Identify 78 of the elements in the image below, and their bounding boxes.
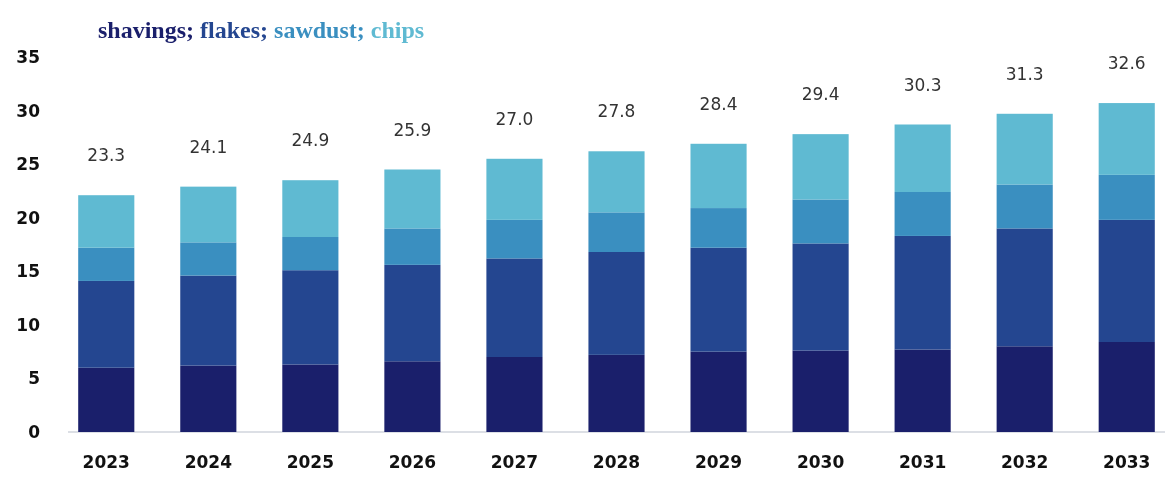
bar	[996, 346, 1053, 432]
bar	[996, 113, 1053, 185]
y-tick-label: 35	[16, 46, 40, 67]
bar	[384, 264, 441, 362]
x-tick-label: 2025	[286, 452, 335, 472]
bar	[180, 242, 237, 276]
bar	[690, 208, 747, 248]
bar	[792, 243, 849, 351]
bar	[588, 354, 645, 432]
bar	[792, 350, 849, 432]
y-tick-label: 20	[16, 207, 41, 228]
bar	[486, 258, 543, 357]
bar	[690, 247, 747, 352]
bar	[78, 367, 135, 432]
text: shavings;	[98, 17, 195, 43]
bar	[486, 219, 543, 259]
x-tick-label: 2031	[898, 452, 947, 472]
bar	[180, 365, 237, 432]
bar	[996, 228, 1053, 347]
text: chips	[364, 17, 425, 43]
bar	[384, 228, 441, 265]
bar	[792, 134, 849, 200]
annotation: 24.1	[189, 136, 228, 157]
bar	[180, 186, 237, 243]
bar	[894, 124, 951, 192]
bar	[894, 235, 951, 350]
x-tick-label: 2030	[796, 452, 845, 472]
bar	[282, 237, 339, 271]
bar	[486, 357, 543, 432]
annotation: 27.0	[495, 108, 534, 129]
bar	[384, 169, 441, 229]
bar	[282, 270, 339, 365]
bar	[282, 180, 339, 237]
bar	[690, 143, 747, 209]
bar	[894, 192, 951, 236]
bar	[180, 275, 237, 366]
x-tick-label: 2033	[1103, 452, 1151, 472]
bar	[588, 252, 645, 355]
y-tick-label: 30	[16, 100, 41, 121]
y-tick-label: 10	[16, 314, 41, 335]
annotation: 28.4	[699, 93, 738, 114]
annotation: 31.3	[1005, 63, 1044, 84]
bar	[690, 351, 747, 432]
bar	[486, 158, 543, 220]
bar	[1098, 219, 1155, 342]
x-tick-label: 2027	[490, 452, 539, 472]
annotation: 25.9	[393, 119, 432, 140]
annotation: 29.4	[801, 84, 840, 105]
x-tick-label: 2026	[388, 452, 437, 472]
x-tick-label: 2028	[592, 452, 641, 472]
bar	[1098, 174, 1155, 220]
annotation: 27.8	[597, 101, 636, 122]
x-tick-label: 2029	[694, 452, 743, 472]
y-tick-label: 25	[16, 154, 40, 175]
x-tick-label: 2024	[184, 452, 233, 472]
x-tick-label: 2023	[82, 452, 130, 472]
bar	[1098, 103, 1155, 175]
bar	[1098, 342, 1155, 432]
bar	[894, 349, 951, 432]
text: flakes;	[194, 17, 269, 43]
bar	[588, 212, 645, 252]
bar	[384, 361, 441, 432]
bar	[792, 199, 849, 244]
bar	[996, 184, 1053, 229]
bar	[78, 247, 135, 281]
annotation: 24.9	[291, 130, 330, 151]
annotation: 30.3	[903, 74, 942, 95]
x-tick-label: 2032	[1001, 452, 1049, 472]
y-tick-label: 15	[16, 261, 40, 282]
y-tick-label: 5	[28, 368, 40, 389]
bar	[78, 195, 135, 248]
bar	[588, 151, 645, 213]
y-tick-label: 0	[28, 421, 41, 442]
annotation: 32.6	[1107, 53, 1146, 74]
annotation: 23.3	[87, 145, 126, 166]
bar	[282, 364, 339, 432]
bar	[78, 280, 135, 368]
text: sawdust;	[268, 17, 365, 43]
